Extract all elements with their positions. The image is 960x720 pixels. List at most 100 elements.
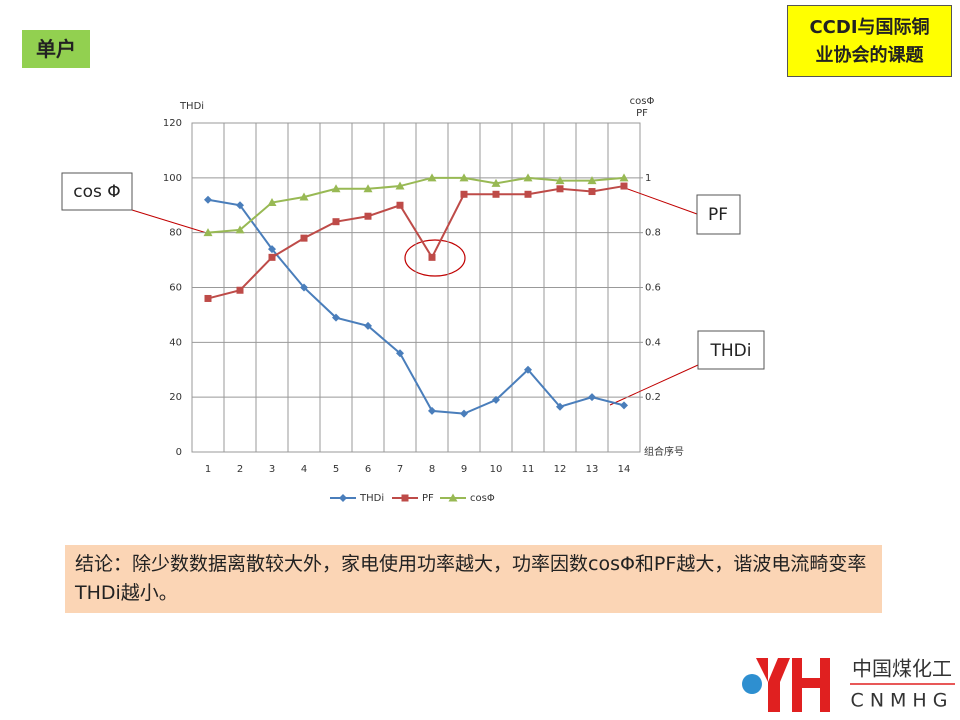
marker bbox=[620, 401, 628, 410]
y-tick-label: 0 bbox=[176, 447, 182, 458]
y2-axis-title: cosΦ bbox=[630, 96, 655, 107]
y-tick-label: 60 bbox=[169, 283, 182, 294]
marker bbox=[396, 349, 404, 358]
marker bbox=[492, 190, 500, 198]
marker bbox=[459, 173, 469, 182]
topic-line: CCDI与国际铜 bbox=[809, 17, 930, 38]
marker bbox=[236, 201, 244, 210]
marker bbox=[332, 218, 340, 226]
y2-axis-title: PF bbox=[636, 108, 648, 119]
logo: 中国煤化工 CNMHG bbox=[742, 657, 955, 712]
legend-label: THDi bbox=[359, 493, 384, 504]
callout-line bbox=[609, 364, 699, 406]
marker bbox=[428, 406, 436, 415]
y-tick-label: 20 bbox=[169, 392, 182, 403]
logo-dot bbox=[742, 674, 762, 694]
marker bbox=[235, 225, 245, 234]
logo-abbr: CNMHG bbox=[851, 690, 954, 712]
callout-line bbox=[624, 187, 698, 215]
series-line bbox=[207, 185, 625, 300]
marker bbox=[363, 184, 373, 193]
x-tick-label: 7 bbox=[397, 464, 403, 475]
marker bbox=[204, 294, 212, 302]
logo-mark bbox=[756, 658, 830, 712]
marker bbox=[555, 176, 565, 185]
x-tick-label: 11 bbox=[522, 464, 535, 475]
logo-name: 中国煤化工 bbox=[852, 657, 952, 681]
marker bbox=[364, 321, 372, 330]
callout-text: cos Φ bbox=[73, 182, 120, 202]
legend-label: PF bbox=[422, 493, 434, 504]
callout-line bbox=[131, 209, 211, 235]
marker bbox=[268, 245, 276, 254]
marker bbox=[364, 212, 372, 220]
marker bbox=[203, 228, 213, 237]
marker bbox=[460, 190, 468, 198]
series bbox=[204, 195, 628, 418]
marker bbox=[492, 395, 500, 404]
marker bbox=[587, 176, 597, 185]
x-tick-label: 5 bbox=[333, 464, 339, 475]
series-line bbox=[207, 198, 625, 415]
series bbox=[204, 182, 628, 302]
marker bbox=[396, 201, 404, 209]
callout-box bbox=[697, 330, 765, 370]
topic-line: 业协会的课题 bbox=[815, 45, 924, 66]
marker bbox=[300, 234, 308, 242]
marker bbox=[619, 173, 629, 182]
y2-tick-label: 0.6 bbox=[645, 283, 661, 294]
legend-marker bbox=[339, 494, 347, 502]
y-tick-label: 40 bbox=[169, 337, 182, 348]
marker bbox=[300, 283, 308, 292]
x-tick-label: 13 bbox=[586, 464, 599, 475]
marker bbox=[524, 365, 532, 374]
x-tick-label: 9 bbox=[461, 464, 467, 475]
highlight-ellipse bbox=[404, 239, 466, 277]
y2-tick-label: 0.4 bbox=[645, 337, 661, 348]
x-tick-label: 2 bbox=[237, 464, 243, 475]
callout-box bbox=[61, 172, 133, 211]
marker bbox=[556, 185, 564, 193]
marker bbox=[395, 181, 405, 190]
marker bbox=[588, 393, 596, 402]
legend-label: cosΦ bbox=[470, 493, 495, 504]
topic-box: CCDI与国际铜 业协会的课题 bbox=[787, 5, 952, 77]
y-axis-title: THDi bbox=[179, 101, 204, 112]
x-tick-label: 1 bbox=[205, 464, 211, 475]
x-tick-label: 10 bbox=[490, 464, 503, 475]
marker bbox=[460, 409, 468, 418]
legend-marker bbox=[401, 494, 409, 502]
marker bbox=[620, 182, 628, 190]
marker bbox=[588, 188, 596, 196]
x-tick-label: 14 bbox=[618, 464, 631, 475]
marker bbox=[236, 286, 244, 294]
plot-area bbox=[191, 122, 641, 453]
x-axis-title: 组合序号 bbox=[644, 445, 684, 458]
marker bbox=[331, 184, 341, 193]
marker bbox=[332, 313, 340, 322]
section-tag: 单户 bbox=[22, 30, 90, 68]
series bbox=[203, 173, 629, 237]
marker bbox=[204, 195, 212, 204]
conclusion: 结论：除少数数据离散较大外，家电使用功率越大，功率因数cosΦ和PF越大，谐波电… bbox=[65, 545, 882, 613]
marker bbox=[267, 198, 277, 207]
marker bbox=[523, 173, 533, 182]
x-tick-label: 6 bbox=[365, 464, 371, 475]
marker bbox=[427, 173, 437, 182]
callout-text: PF bbox=[708, 205, 728, 225]
series-line bbox=[207, 176, 625, 234]
y-tick-label: 80 bbox=[169, 228, 182, 239]
marker bbox=[268, 253, 276, 261]
marker bbox=[491, 178, 501, 187]
legend-marker bbox=[448, 493, 458, 502]
x-tick-label: 8 bbox=[429, 464, 435, 475]
y-tick-label: 120 bbox=[163, 118, 182, 129]
callout-box bbox=[696, 194, 741, 235]
marker bbox=[428, 253, 436, 261]
marker bbox=[299, 192, 309, 201]
x-tick-label: 4 bbox=[301, 464, 307, 475]
marker bbox=[556, 402, 564, 411]
callout-text: THDi bbox=[710, 341, 752, 361]
y2-tick-label: 1 bbox=[645, 173, 651, 184]
